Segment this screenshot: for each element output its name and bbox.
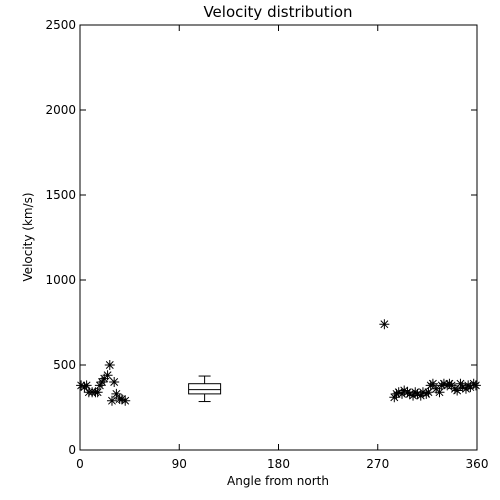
data-point bbox=[111, 388, 122, 399]
x-tick-label: 90 bbox=[172, 457, 187, 471]
y-tick-label: 2500 bbox=[45, 18, 76, 32]
data-point bbox=[399, 385, 410, 396]
data-point bbox=[109, 377, 120, 387]
data-point bbox=[76, 380, 87, 391]
x-ticks: 0 90 180 270 360 bbox=[76, 25, 488, 471]
data-point bbox=[455, 378, 466, 389]
x-tick-label: 180 bbox=[267, 457, 290, 471]
box-body bbox=[188, 383, 222, 395]
data-point bbox=[393, 387, 404, 398]
y-tick-label: 0 bbox=[68, 443, 76, 457]
data-point bbox=[470, 380, 481, 391]
chart-title: Velocity distribution bbox=[203, 3, 352, 21]
data-point bbox=[434, 387, 445, 398]
data-point bbox=[116, 394, 127, 404]
data-point bbox=[106, 395, 117, 406]
data-point bbox=[81, 380, 92, 391]
y-tick-label: 1500 bbox=[45, 188, 76, 202]
y-ticks: 0 500 1000 1500 2000 2500 bbox=[45, 18, 477, 457]
data-point bbox=[408, 390, 419, 401]
data-point bbox=[457, 382, 468, 393]
data-point bbox=[104, 360, 115, 370]
data-point bbox=[120, 395, 131, 406]
data-point bbox=[460, 383, 471, 394]
y-tick-label: 2000 bbox=[45, 103, 76, 117]
data-points bbox=[76, 319, 481, 406]
data-point bbox=[412, 388, 423, 399]
data-point bbox=[415, 390, 426, 401]
data-point bbox=[438, 378, 449, 389]
data-point bbox=[423, 387, 434, 398]
y-tick-label: 1000 bbox=[45, 273, 76, 287]
data-point bbox=[404, 388, 415, 399]
x-tick-label: 360 bbox=[466, 457, 489, 471]
data-point bbox=[94, 380, 105, 391]
plot-frame bbox=[79, 24, 478, 451]
data-point bbox=[427, 378, 438, 389]
x-tick-label: 270 bbox=[366, 457, 389, 471]
data-point bbox=[452, 385, 463, 396]
data-point bbox=[379, 319, 390, 330]
data-point bbox=[397, 388, 408, 399]
x-axis-label: Angle from north bbox=[227, 474, 329, 488]
box-plot bbox=[188, 375, 222, 403]
x-tick-label: 0 bbox=[76, 457, 84, 471]
data-point bbox=[97, 377, 108, 387]
y-tick-label: 500 bbox=[53, 358, 76, 372]
data-point bbox=[389, 392, 400, 403]
data-point bbox=[102, 370, 113, 381]
data-point bbox=[92, 387, 103, 398]
y-axis-label: Velocity (km/s) bbox=[21, 192, 35, 281]
data-point bbox=[417, 387, 428, 398]
